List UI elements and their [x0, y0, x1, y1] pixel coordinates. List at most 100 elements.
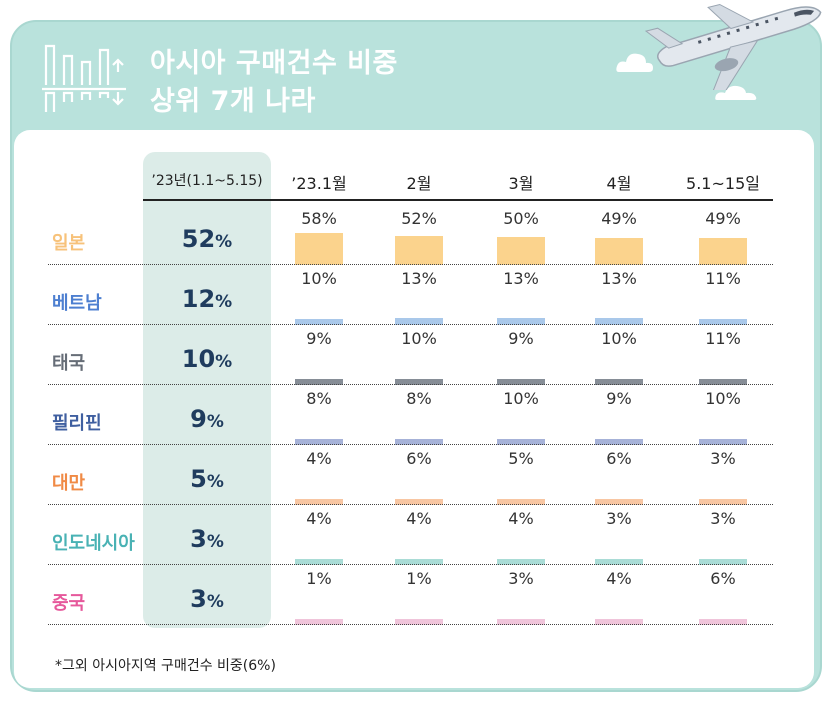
bar	[595, 439, 643, 445]
column-header: 4월	[606, 174, 632, 193]
overall-column-highlight	[143, 152, 271, 628]
bar	[395, 499, 443, 505]
bar	[395, 439, 443, 445]
country-label: 필리핀	[52, 413, 102, 434]
footnote: *그외 아시아지역 구매건수 비중(6%)	[55, 658, 276, 674]
bar	[497, 499, 545, 505]
bar	[395, 559, 443, 565]
data-label: 3%	[710, 509, 736, 528]
bar	[699, 379, 747, 385]
bar	[699, 319, 747, 325]
bar	[497, 379, 545, 385]
row-divider	[48, 324, 773, 325]
overall-share-value: 10%	[181, 345, 233, 373]
bar	[699, 439, 747, 445]
title-line-2: 상위 7개 나라	[150, 86, 316, 117]
column-header: ’23년(1.1~5.15)	[151, 173, 263, 189]
row-divider	[48, 264, 773, 265]
bar	[295, 619, 343, 625]
cloud-icon	[616, 53, 653, 72]
data-label: 13%	[401, 269, 437, 288]
row-divider	[48, 624, 773, 625]
overall-share-value: 52%	[181, 225, 233, 253]
title-line-1: 아시아 구매건수 비중	[150, 48, 398, 79]
country-label: 베트남	[52, 293, 102, 314]
bar	[295, 233, 343, 265]
bar	[295, 559, 343, 565]
bar	[699, 238, 747, 265]
bar	[595, 619, 643, 625]
column-header: ’23.1월	[291, 174, 347, 193]
bar	[595, 559, 643, 565]
data-label: 3%	[710, 449, 736, 468]
column-header: 5.1~15일	[686, 174, 760, 193]
page-title: 아시아 구매건수 비중 상위 7개 나라	[150, 45, 398, 121]
overall-share-value: 12%	[181, 285, 233, 313]
airplane-icon	[644, 3, 822, 90]
bar	[699, 619, 747, 625]
data-label: 4%	[306, 509, 332, 528]
data-label: 9%	[508, 329, 534, 348]
country-label: 중국	[52, 593, 86, 614]
bar	[497, 237, 545, 265]
data-label: 10%	[301, 269, 337, 288]
header-divider	[143, 199, 773, 201]
data-label: 49%	[705, 209, 741, 228]
bar	[497, 619, 545, 625]
column-header: 3월	[508, 174, 534, 193]
cloud-icon	[715, 85, 757, 100]
data-label: 50%	[503, 209, 539, 228]
row-divider	[48, 444, 773, 445]
bar	[295, 379, 343, 385]
bar	[395, 236, 443, 265]
bar	[699, 559, 747, 565]
data-label: 3%	[606, 509, 632, 528]
data-label: 49%	[601, 209, 637, 228]
country-label: 인도네시아	[52, 533, 135, 554]
data-label: 52%	[401, 209, 437, 228]
bar	[497, 318, 545, 325]
data-label: 4%	[508, 509, 534, 528]
bar-chart-arrows-icon	[42, 44, 126, 112]
data-label: 4%	[406, 509, 432, 528]
data-label: 13%	[503, 269, 539, 288]
bar	[497, 559, 545, 565]
bar	[595, 318, 643, 325]
data-label: 1%	[306, 569, 332, 588]
row-divider	[48, 564, 773, 565]
data-label: 5%	[508, 449, 534, 468]
bar	[595, 238, 643, 265]
data-label: 11%	[705, 329, 741, 348]
country-label: 일본	[52, 233, 86, 254]
data-label: 3%	[508, 569, 534, 588]
data-label: 8%	[406, 389, 432, 408]
data-label: 58%	[301, 209, 337, 228]
data-label: 9%	[306, 329, 332, 348]
data-label: 10%	[401, 329, 437, 348]
data-label: 13%	[601, 269, 637, 288]
row-divider	[48, 504, 773, 505]
bar	[295, 319, 343, 325]
row-divider	[48, 384, 773, 385]
data-label: 6%	[606, 449, 632, 468]
bar	[595, 499, 643, 505]
bar	[395, 318, 443, 325]
country-label: 태국	[52, 353, 86, 374]
bar	[497, 439, 545, 445]
bar	[395, 619, 443, 625]
data-label: 11%	[705, 269, 741, 288]
bar	[295, 439, 343, 445]
overall-share-value: 5%	[190, 465, 224, 493]
data-label: 6%	[710, 569, 736, 588]
data-label: 4%	[606, 569, 632, 588]
bar	[395, 379, 443, 385]
data-label: 9%	[606, 389, 632, 408]
column-header: 2월	[406, 174, 432, 193]
data-label: 10%	[503, 389, 539, 408]
data-label: 1%	[406, 569, 432, 588]
bar	[595, 379, 643, 385]
data-label: 4%	[306, 449, 332, 468]
overall-share-value: 9%	[190, 405, 224, 433]
data-label: 6%	[406, 449, 432, 468]
overall-share-value: 3%	[190, 525, 224, 553]
